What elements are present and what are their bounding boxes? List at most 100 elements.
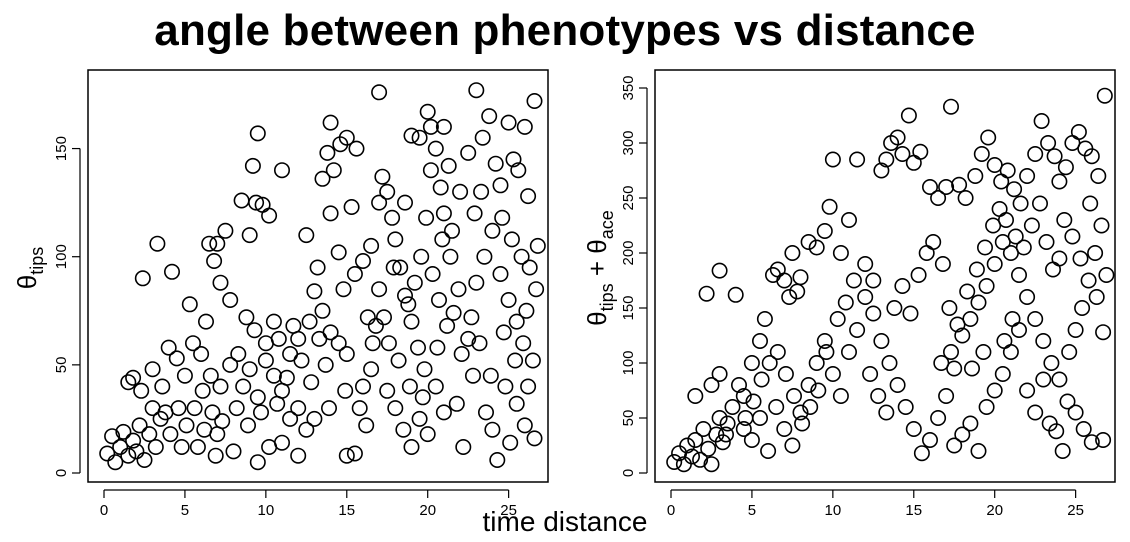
scatter-point — [1051, 173, 1068, 190]
scatter-point — [214, 413, 231, 430]
scatter-point — [354, 253, 371, 270]
scatter-point — [784, 437, 801, 454]
scatter-point — [134, 270, 151, 287]
scatter-point — [986, 382, 1003, 399]
scatter-point — [104, 428, 121, 445]
scatter-point — [1090, 168, 1107, 185]
y-tick-label: 200 — [620, 240, 637, 265]
scatter-point — [963, 360, 980, 377]
scatter-point — [857, 255, 874, 272]
scatter-point — [217, 222, 234, 239]
scatter-point — [1059, 393, 1076, 410]
scatter-point — [484, 222, 501, 239]
scatter-point — [889, 129, 906, 146]
scatter-point — [711, 409, 728, 426]
scatter-point — [808, 239, 825, 256]
scatter-point — [107, 454, 124, 471]
scatter-point — [484, 421, 501, 438]
scatter-point — [816, 332, 833, 349]
scatter-point — [529, 237, 546, 254]
scatter-point — [228, 400, 245, 417]
scatter-point — [970, 442, 987, 459]
scatter-point — [735, 387, 752, 404]
x-tick-label: 5 — [181, 502, 189, 519]
scatter-point — [387, 400, 404, 417]
x-tick-label: 25 — [1067, 502, 1084, 519]
scatter-point — [978, 398, 995, 415]
scatter-point — [997, 212, 1014, 229]
scatter-point — [719, 415, 736, 432]
y-tick-label: 100 — [53, 244, 70, 269]
scatter-point — [683, 448, 700, 465]
scatter-point — [435, 205, 452, 222]
scatter-point — [452, 183, 469, 200]
scatter-point — [962, 415, 979, 432]
scatter-point — [131, 417, 148, 434]
scatter-point — [204, 404, 221, 421]
scatter-point — [905, 420, 922, 437]
scatter-point — [1057, 159, 1074, 176]
scatter-point — [285, 317, 302, 334]
scatter-point — [395, 421, 412, 438]
scatter-point — [363, 361, 380, 378]
scatter-point — [257, 335, 274, 352]
scatter-point — [371, 84, 388, 101]
scatter-point — [687, 431, 704, 448]
scatter-point — [1032, 195, 1049, 212]
scatter-point — [894, 277, 911, 294]
scatter-point — [957, 190, 974, 207]
scatter-point — [700, 440, 717, 457]
scatter-point — [390, 352, 407, 369]
y-tick-label: 100 — [620, 350, 637, 375]
scatter-point — [359, 309, 376, 326]
scatter-point — [162, 426, 179, 443]
scatter-point — [897, 398, 914, 415]
scatter-point — [930, 409, 947, 426]
scatter-point — [186, 400, 203, 417]
scatter-point — [338, 447, 355, 464]
scatter-point — [120, 447, 137, 464]
scatter-point — [698, 285, 715, 302]
scatter-point — [406, 274, 423, 291]
scatter-point — [800, 234, 817, 251]
scatter-point — [346, 265, 363, 282]
scatter-point — [222, 291, 239, 308]
scatter-point — [918, 245, 935, 262]
scatter-point — [494, 209, 511, 226]
scatter-point — [282, 410, 299, 427]
scatter-point — [1019, 168, 1036, 185]
scatter-point — [1074, 299, 1091, 316]
scatter-point — [330, 335, 347, 352]
scatter-point — [468, 82, 485, 99]
scatter-point — [235, 378, 252, 395]
scatter-point — [249, 389, 266, 406]
scatter-point — [967, 168, 984, 185]
scatter-point — [837, 294, 854, 311]
scatter-point — [427, 140, 444, 157]
scatter-point — [419, 103, 436, 120]
scatter-point — [306, 283, 323, 300]
scatter-point — [751, 332, 768, 349]
scatter-point — [975, 343, 992, 360]
scatter-point — [115, 423, 132, 440]
scatter-point — [751, 409, 768, 426]
x-tick-label: 15 — [338, 502, 355, 519]
scatter-point — [492, 177, 509, 194]
scatter-point — [873, 332, 890, 349]
scatter-point — [335, 281, 352, 298]
scatter-point — [374, 168, 391, 185]
scatter-point — [727, 286, 744, 303]
scatter-point — [429, 339, 446, 356]
scatter-point — [290, 400, 307, 417]
scatter-point — [516, 118, 533, 135]
scatter-point — [261, 207, 278, 224]
scatter-point — [743, 354, 760, 371]
scatter-point — [160, 339, 177, 356]
scatter-point — [434, 231, 451, 248]
scatter-point — [448, 395, 465, 412]
scatter-point — [363, 237, 380, 254]
scatter-point — [385, 259, 402, 276]
scatter-point — [439, 317, 456, 334]
scatter-point — [154, 378, 171, 395]
scatter-point — [1027, 310, 1044, 327]
